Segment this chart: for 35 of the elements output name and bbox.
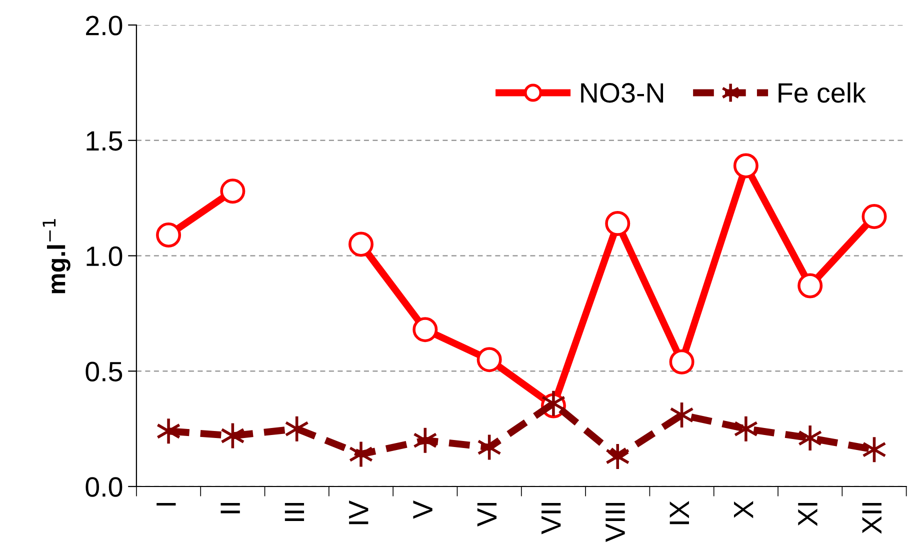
point: [669, 349, 694, 374]
point: [348, 440, 374, 468]
point: [734, 414, 758, 443]
x-tick-label: III: [284, 502, 304, 521]
x-tick-label: VII: [542, 502, 561, 534]
point: [156, 417, 181, 446]
point: [605, 210, 630, 236]
x-tick-label: IX: [670, 500, 689, 524]
x-tick-label: V: [413, 500, 432, 519]
y-tick-label: 0.0: [86, 477, 122, 497]
x-tick-label: XII: [862, 502, 882, 534]
legend-label: NO3-N: [581, 83, 664, 103]
point: [862, 204, 887, 230]
point: [220, 178, 246, 204]
point: [348, 232, 374, 257]
y-axis-title: mg.l$^{−1}$: [42, 219, 70, 294]
point: [476, 347, 502, 372]
point: [733, 153, 758, 178]
x-tick-label: VI: [477, 502, 496, 527]
point: [605, 442, 630, 470]
x-tick-label: IV: [349, 500, 368, 524]
x-tick-label: VIII: [606, 502, 625, 542]
x-tick-label: X: [734, 500, 754, 518]
y-tick-label: 0.5: [86, 362, 122, 382]
legend-label: Fe celk: [778, 82, 866, 103]
x-tick-label: II: [220, 502, 240, 514]
point: [156, 222, 182, 248]
x-tick-label: XI: [798, 502, 818, 526]
point: [798, 424, 822, 452]
y-tick-label: 2.0: [86, 16, 122, 36]
point: [412, 317, 438, 342]
y-tick-label: 1.5: [86, 131, 122, 151]
x-tick-label: I: [156, 502, 176, 506]
point: [798, 273, 823, 298]
y-tick-label: 1.0: [86, 246, 122, 266]
